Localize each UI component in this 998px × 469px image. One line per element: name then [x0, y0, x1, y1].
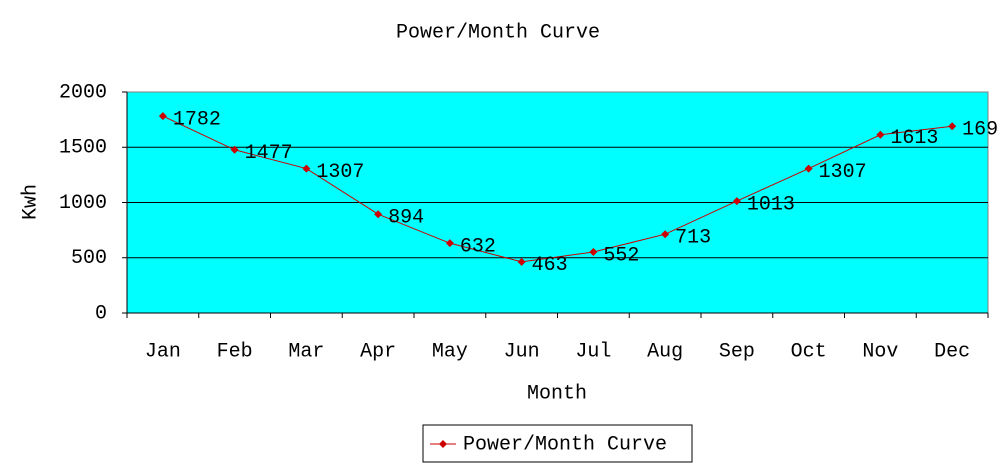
x-tick-label: Oct: [791, 340, 827, 363]
x-tick-label: Aug: [647, 340, 683, 363]
marker: [948, 122, 957, 131]
data-label: 552: [603, 244, 639, 267]
x-tick-label: Nov: [862, 340, 898, 363]
y-axis-label: Kwh: [19, 184, 42, 220]
y-tick-label: 1500: [59, 137, 107, 160]
x-tick-label: Jun: [504, 340, 540, 363]
marker: [302, 164, 311, 173]
marker: [374, 210, 383, 219]
marker: [445, 239, 454, 248]
marker: [230, 145, 239, 154]
x-tick-label: May: [432, 340, 468, 363]
data-label: 713: [675, 226, 711, 249]
marker: [876, 130, 885, 139]
data-label: 1782: [173, 108, 221, 131]
marker: [732, 197, 741, 206]
data-label: 1477: [245, 142, 293, 165]
marker: [661, 230, 670, 239]
legend-box: [422, 424, 693, 463]
y-tick-label: 1000: [59, 192, 107, 215]
legend-label: Power/Month Curve: [463, 433, 667, 456]
marker: [158, 112, 167, 121]
data-label: 1613: [890, 127, 938, 150]
data-label: 1307: [316, 161, 364, 184]
x-tick-label: Mar: [288, 340, 324, 363]
y-tick-label: 2000: [59, 81, 107, 104]
y-tick-label: 500: [71, 247, 107, 270]
data-label: 1690: [962, 119, 998, 142]
data-label: 1013: [747, 193, 795, 216]
x-axis-label: Month: [527, 382, 587, 405]
data-label: 894: [388, 206, 424, 229]
marker: [804, 164, 813, 173]
x-tick-label: Apr: [360, 340, 396, 363]
x-tick-label: Feb: [217, 340, 253, 363]
x-tick-label: Jul: [575, 340, 611, 363]
data-label: 632: [460, 235, 496, 258]
line: [162, 115, 953, 263]
x-tick-label: Sep: [719, 340, 755, 363]
marker: [517, 257, 526, 266]
legend-marker: [439, 440, 447, 448]
x-tick-label: Jan: [145, 340, 181, 363]
chart-title: Power/Month Curve: [396, 21, 600, 44]
y-tick-label: 0: [95, 302, 107, 325]
x-tick-label: Dec: [934, 340, 970, 363]
data-label: 1307: [819, 161, 867, 184]
marker: [589, 248, 598, 257]
data-label: 463: [532, 254, 568, 277]
